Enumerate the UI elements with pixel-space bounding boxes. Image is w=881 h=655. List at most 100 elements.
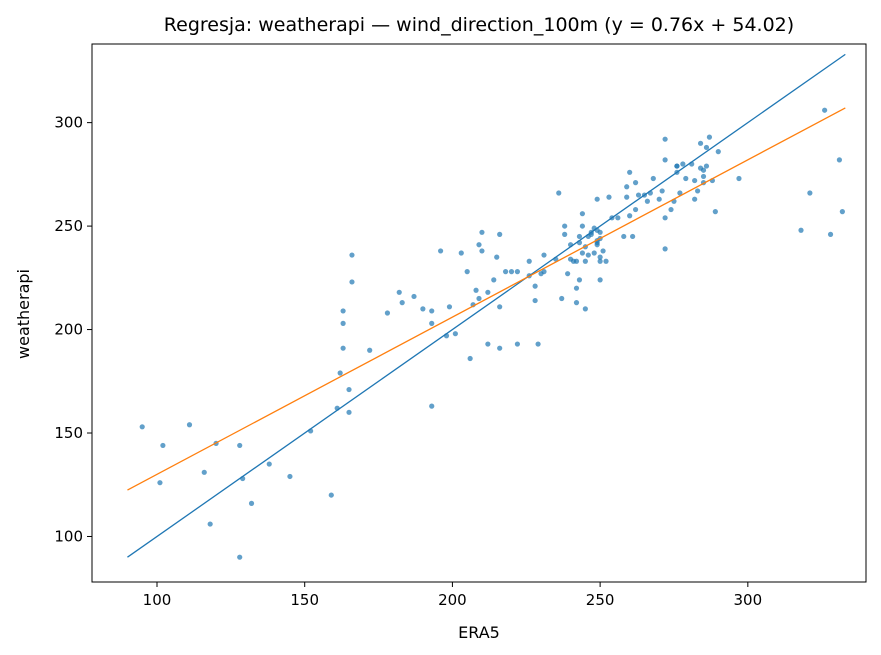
data-point	[715, 149, 721, 155]
data-point	[201, 469, 207, 475]
data-point	[624, 184, 630, 190]
data-point	[662, 246, 668, 252]
plot-frame	[91, 43, 867, 583]
data-point	[597, 229, 603, 235]
data-point	[700, 173, 707, 180]
data-point	[157, 480, 163, 486]
chart-title: Regresja: weatherapi — wind_direction_10…	[164, 14, 794, 36]
data-point	[497, 304, 503, 310]
data-point	[532, 297, 538, 304]
data-point	[807, 190, 813, 196]
data-point	[340, 345, 346, 351]
data-point	[340, 308, 346, 314]
data-point	[559, 295, 565, 302]
y-tick-label: 200	[54, 321, 83, 339]
data-point	[576, 233, 583, 240]
data-point	[697, 140, 704, 146]
y-axis-label: weatherapi	[14, 269, 33, 359]
data-point	[579, 223, 586, 229]
data-point	[562, 231, 568, 237]
data-point	[349, 279, 355, 285]
data-point	[798, 227, 804, 233]
data-point	[266, 461, 272, 467]
data-point	[541, 269, 547, 275]
data-point	[591, 250, 597, 256]
data-point	[473, 287, 479, 293]
data-point	[594, 196, 600, 202]
data-point	[576, 277, 583, 283]
data-point	[603, 258, 609, 264]
data-point	[692, 196, 698, 202]
data-point	[346, 386, 352, 393]
data-point	[585, 252, 591, 258]
data-point	[692, 177, 698, 184]
data-point	[514, 269, 521, 275]
data-point	[703, 144, 710, 151]
data-point	[662, 215, 668, 221]
data-point	[827, 231, 834, 237]
data-point	[514, 341, 521, 347]
data-point	[662, 136, 668, 142]
data-point	[346, 409, 352, 415]
data-point	[627, 169, 633, 175]
data-point	[541, 252, 547, 258]
y-tick-label: 150	[54, 424, 83, 442]
x-axis: 100 150 200 250 300	[143, 582, 762, 609]
x-tick-label: 250	[586, 591, 615, 609]
data-point	[712, 209, 718, 215]
data-point	[139, 424, 145, 430]
x-tick-label: 200	[438, 591, 467, 609]
data-point	[635, 192, 642, 198]
data-point	[340, 320, 346, 326]
data-point	[579, 250, 586, 256]
data-marks	[127, 53, 846, 560]
data-point	[508, 269, 515, 275]
data-point	[624, 194, 630, 200]
data-point	[532, 283, 538, 289]
data-point	[615, 215, 621, 221]
data-point	[328, 492, 334, 498]
data-point	[582, 258, 588, 264]
data-point	[207, 521, 213, 527]
y-tick-label: 300	[54, 114, 83, 132]
data-point	[700, 167, 707, 173]
data-point	[497, 345, 503, 351]
data-point	[650, 175, 656, 182]
data-point	[526, 258, 532, 264]
data-point	[736, 175, 742, 182]
data-point	[237, 554, 243, 560]
data-point	[659, 188, 665, 194]
y-tick-label: 100	[54, 527, 83, 545]
data-point	[497, 231, 503, 237]
data-point	[446, 304, 453, 310]
x-tick-label: 300	[734, 591, 763, 609]
data-point	[367, 347, 373, 353]
data-point	[467, 355, 473, 362]
data-point	[839, 209, 845, 215]
data-point	[399, 300, 405, 306]
data-point	[464, 269, 470, 275]
data-point	[502, 269, 509, 275]
data-point	[677, 190, 683, 196]
data-point	[429, 320, 435, 326]
data-point	[479, 248, 485, 254]
data-point	[579, 211, 586, 217]
data-point	[452, 331, 458, 337]
data-point	[458, 250, 464, 256]
data-point	[429, 403, 435, 409]
data-point	[485, 341, 491, 347]
data-point	[597, 254, 603, 260]
data-point	[186, 422, 193, 428]
data-point	[627, 213, 633, 219]
data-point	[600, 248, 606, 254]
data-point	[491, 277, 497, 283]
data-point	[573, 300, 580, 306]
data-point	[630, 233, 636, 240]
data-point	[594, 242, 600, 248]
data-point	[621, 233, 627, 240]
data-point	[662, 157, 668, 163]
data-point	[287, 473, 293, 480]
data-point	[248, 500, 255, 506]
data-point	[349, 252, 355, 258]
data-point	[573, 258, 580, 264]
